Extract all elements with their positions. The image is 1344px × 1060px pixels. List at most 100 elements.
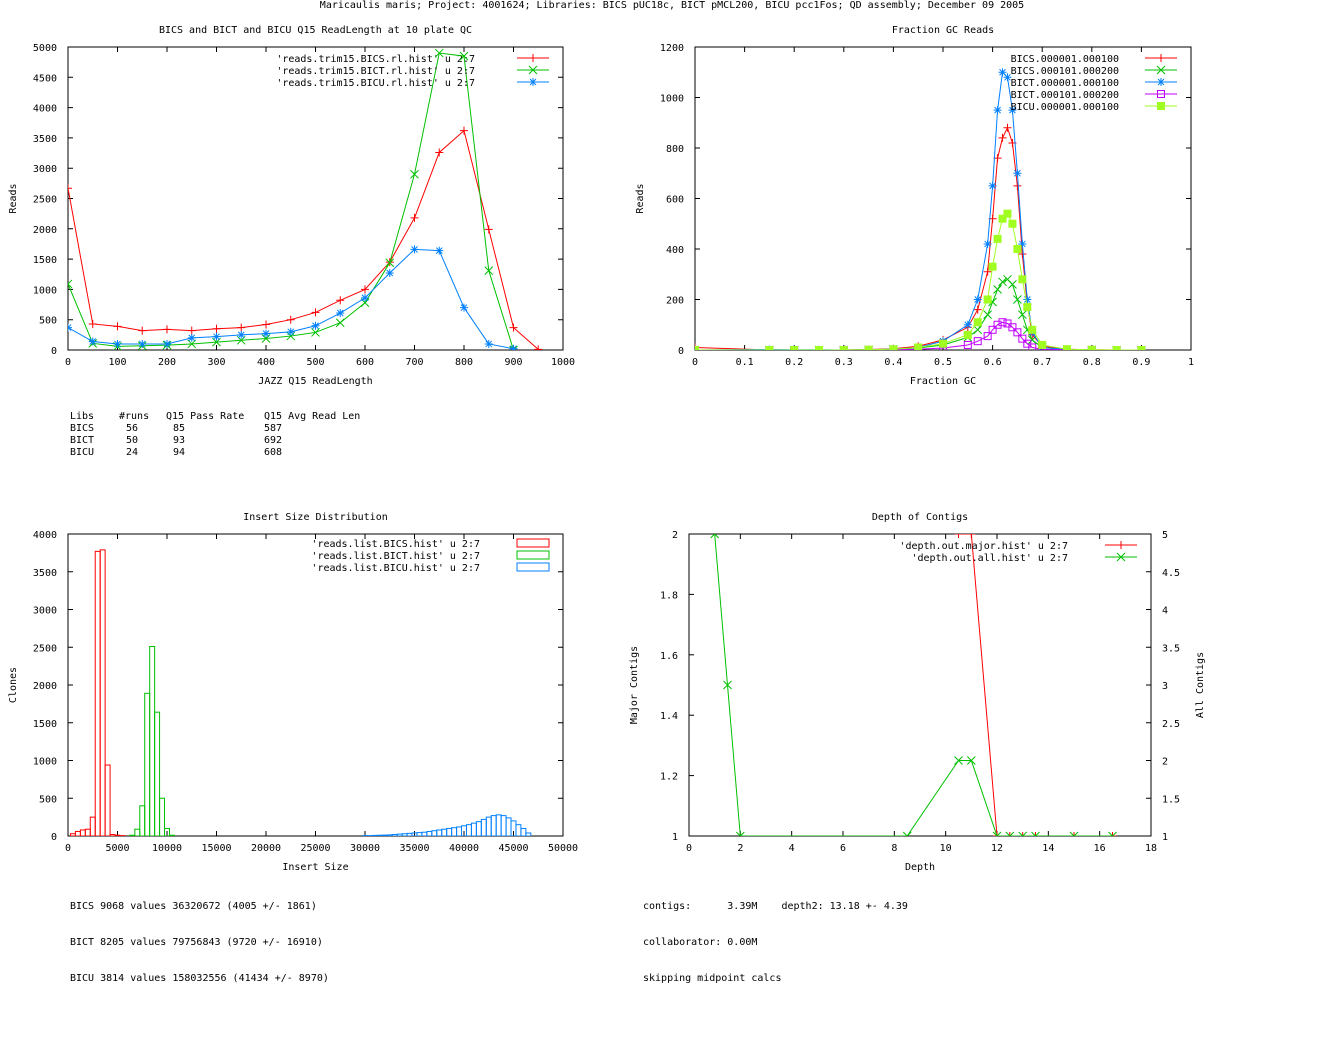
data-point	[988, 325, 997, 334]
y-tick-label: 200	[666, 296, 684, 307]
data-point	[484, 339, 493, 348]
x-tick-label: 200	[158, 357, 176, 368]
x-tick-label: 30000	[350, 843, 380, 854]
series-2	[695, 274, 1146, 350]
data-point	[88, 337, 97, 346]
y2-tick-label: 5	[1162, 530, 1168, 541]
series-1	[695, 123, 1146, 350]
data-point	[1023, 295, 1032, 304]
data-point	[435, 246, 444, 255]
chart-title: Fraction GC Reads	[892, 25, 994, 36]
data-point	[735, 831, 745, 836]
data-point	[1157, 54, 1165, 62]
x-tick-label: 20000	[251, 843, 281, 854]
data-point	[963, 330, 972, 339]
table-cell: BICT	[70, 435, 95, 446]
data-point	[973, 325, 983, 335]
y-tick-label: 800	[666, 144, 684, 155]
series-2	[68, 48, 518, 350]
histogram-bar	[480, 818, 487, 836]
data-point	[1005, 831, 1015, 836]
data-point	[939, 339, 947, 348]
histogram-bar	[500, 815, 507, 836]
table-header-cell: Q15 Pass Rate	[166, 411, 245, 422]
legend-label: BICU.000001.000100	[1011, 102, 1119, 113]
data-point	[88, 319, 97, 328]
data-point	[988, 181, 997, 190]
data-point	[1018, 832, 1027, 836]
data-point	[212, 332, 221, 341]
histogram-bar	[431, 830, 438, 836]
data-point	[998, 68, 1007, 77]
data-point	[113, 339, 122, 348]
y-tick-label: 1000	[33, 285, 57, 296]
table-row: BICT 50 93 692	[70, 435, 360, 447]
series-line	[695, 126, 1142, 350]
data-point	[1003, 209, 1012, 218]
y-tick-label: 0	[51, 346, 57, 357]
histogram-bar	[421, 831, 428, 836]
data-point	[973, 305, 982, 314]
y-tick-label: 1	[672, 832, 678, 843]
data-point	[765, 346, 774, 350]
table-cell: BICS	[70, 423, 95, 434]
data-point	[484, 225, 493, 234]
x-tick-label: 600	[356, 357, 374, 368]
series-line	[958, 534, 1113, 836]
data-point	[1137, 346, 1146, 350]
y-tick-label: 2000	[33, 225, 57, 236]
legend-label: BICT.000101.000200	[1011, 90, 1119, 101]
data-point	[998, 214, 1007, 223]
data-point	[1018, 831, 1028, 836]
data-point	[311, 328, 320, 337]
table-header-cell: Libs	[70, 411, 95, 422]
data-point	[1116, 552, 1126, 562]
x-tick-label: 0	[692, 357, 698, 368]
histogram-bar	[441, 828, 448, 836]
data-point	[1031, 831, 1040, 836]
data-point	[509, 345, 518, 350]
legend-swatch	[516, 562, 550, 572]
data-point	[1157, 102, 1165, 110]
y-tick-label: 4000	[33, 530, 57, 541]
x-tick-label: 0.7	[1033, 357, 1051, 368]
data-point	[187, 339, 197, 349]
data-point	[1028, 343, 1037, 350]
histogram-bar	[99, 549, 106, 836]
y-tick-label: 3000	[33, 606, 57, 617]
x-tick-label: 0.3	[835, 357, 853, 368]
series-line	[695, 71, 1142, 350]
data-point	[385, 258, 395, 268]
table-row: BICS 56 85 587	[70, 423, 360, 435]
data-point	[983, 332, 992, 341]
legend-swatch	[1145, 65, 1177, 75]
y-tick-label: 3000	[33, 164, 57, 175]
y-tick-label: 3500	[33, 134, 57, 145]
histogram-bar	[376, 834, 383, 836]
y2-tick-label: 1	[1162, 832, 1168, 843]
data-point	[509, 323, 518, 332]
data-point	[1003, 73, 1012, 82]
legend-label: 'depth.out.all.hist' u 2:7	[911, 553, 1068, 564]
chart-title: Insert Size Distribution	[243, 512, 388, 523]
data-point	[993, 320, 1002, 329]
x-axis-label: Depth	[905, 862, 935, 873]
insert-stat-line: BICS 9068 values 36320672 (4005 +/- 1861…	[70, 901, 317, 912]
data-point	[534, 345, 543, 350]
x-tick-label: 0.9	[1132, 357, 1150, 368]
table-cell: 692	[264, 435, 283, 446]
table-cell: 24	[126, 447, 139, 458]
data-point	[1018, 310, 1027, 320]
table-cell: 85	[173, 423, 186, 434]
y-axis-label: Reads	[8, 183, 19, 213]
legend-label: 'depth.out.major.hist' u 2:7	[899, 541, 1068, 552]
histogram-bar	[89, 816, 96, 836]
data-point	[1018, 275, 1027, 284]
series-line	[695, 212, 1142, 350]
data-point	[983, 239, 992, 248]
insert-stat-line: BICT 8205 values 79756843 (9720 +/- 1691…	[70, 937, 323, 948]
data-point	[410, 213, 419, 222]
data-point	[262, 320, 270, 329]
histogram-bar	[104, 764, 111, 836]
